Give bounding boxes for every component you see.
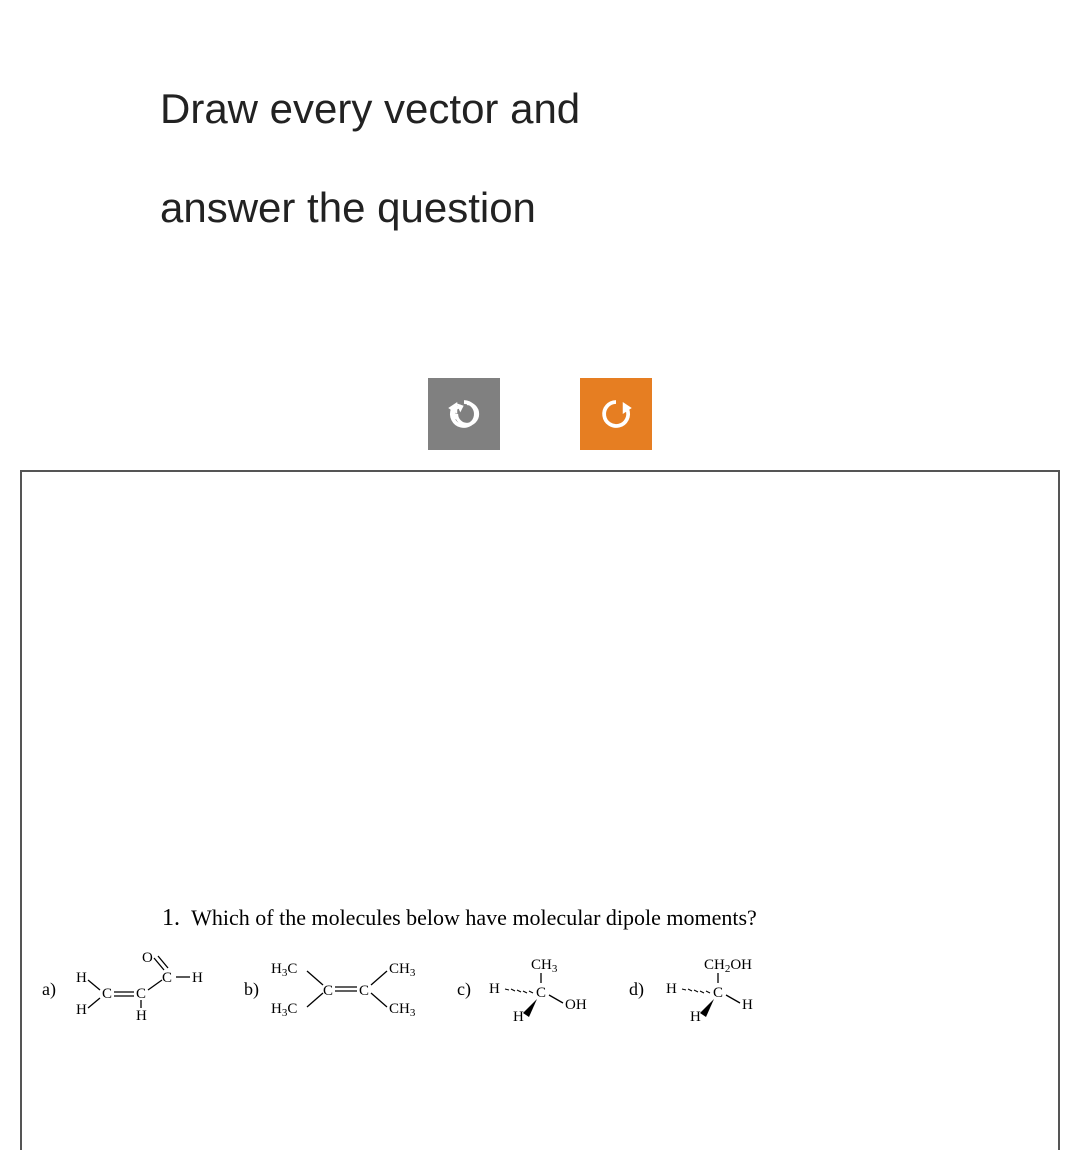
molecule-c-label: c) (457, 979, 471, 1000)
atom-C: C (713, 985, 723, 1001)
atom-CH3: CH3 (531, 957, 558, 975)
molecules-row: a) H H C C H (42, 950, 1018, 1030)
atom-CH3: H3C (271, 961, 297, 979)
molecule-c: c) CH3 C H H (457, 955, 599, 1025)
title-area: Draw every vector and answer the questio… (0, 0, 1080, 318)
question-number: 1. (162, 905, 180, 931)
undo-button[interactable] (428, 378, 500, 450)
question-text: Which of the molecules below have molecu… (191, 905, 757, 930)
molecule-b-label: b) (244, 979, 259, 1000)
redo-icon (598, 396, 634, 432)
atom-CH3: CH3 (389, 1001, 416, 1019)
atom-O: O (142, 950, 153, 966)
title-line-1: Draw every vector and (160, 80, 920, 139)
atom-CH3: H3C (271, 1001, 297, 1019)
atom-OH: OH (565, 997, 587, 1013)
atom-C: C (359, 983, 369, 999)
question-line: 1. Which of the molecules below have mol… (162, 905, 1018, 932)
molecule-c-structure: CH3 C H H (479, 955, 599, 1025)
molecule-a-structure: H H C C H (64, 950, 214, 1030)
undo-icon (446, 396, 482, 432)
atom-C: C (323, 983, 333, 999)
atom-H: H (76, 970, 87, 986)
atom-H: H (136, 1008, 147, 1024)
atom-C: C (102, 986, 112, 1002)
atom-H: H (742, 997, 753, 1013)
molecule-d-label: d) (629, 979, 644, 1000)
title-line-2: answer the question (160, 179, 920, 238)
atom-C: C (162, 970, 172, 986)
content-panel: 1. Which of the molecules below have mol… (20, 470, 1060, 1150)
molecule-d-structure: CH2OH C H H (652, 955, 782, 1025)
atom-CH3: CH3 (389, 961, 416, 979)
redo-button[interactable] (580, 378, 652, 450)
atom-CH2OH: CH2OH (704, 957, 752, 975)
molecule-a-label: a) (42, 979, 56, 1000)
atom-C: C (536, 985, 546, 1001)
atom-H: H (690, 1009, 701, 1025)
atom-H: H (76, 1002, 87, 1018)
atom-C: C (136, 986, 146, 1002)
molecule-b-structure: H3C H3C C C CH3 CH3 (267, 955, 427, 1025)
molecule-b: b) H3C H3C C C CH3 CH3 (244, 955, 427, 1025)
atom-H: H (513, 1009, 524, 1025)
molecule-a: a) H H C C H (42, 950, 214, 1030)
atom-H: H (666, 981, 677, 997)
buttons-row (0, 378, 1080, 450)
question-block: 1. Which of the molecules below have mol… (162, 905, 1018, 1030)
atom-H: H (192, 970, 203, 986)
atom-H: H (489, 981, 500, 997)
molecule-d: d) CH2OH C H H (629, 955, 782, 1025)
